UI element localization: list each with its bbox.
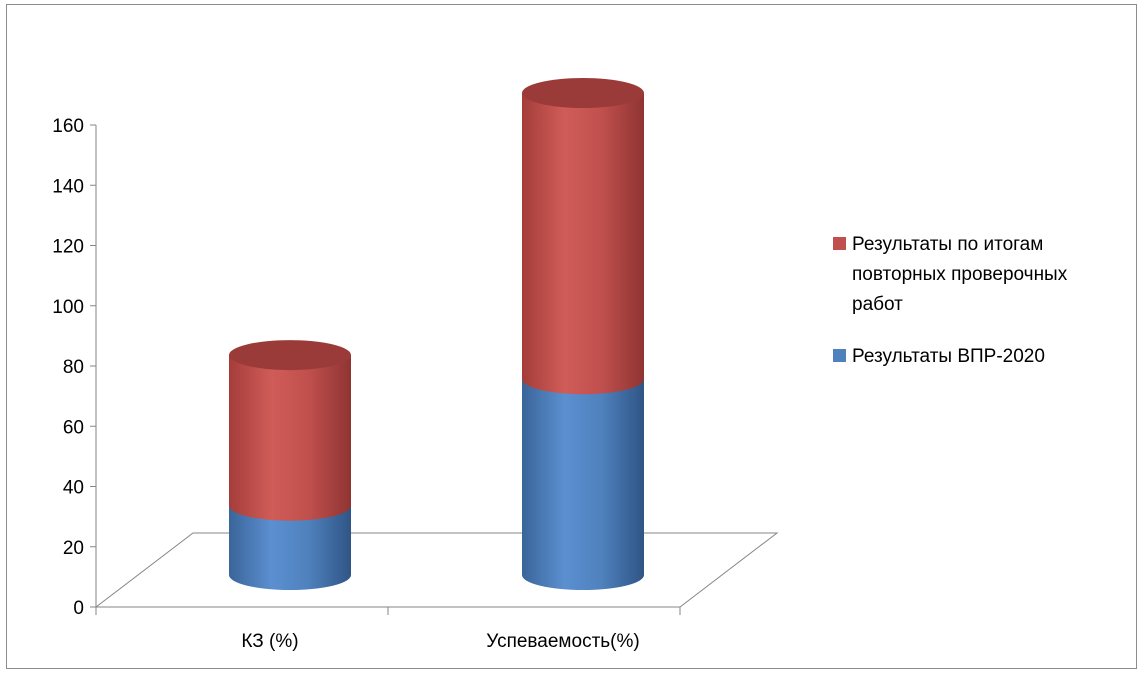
y-tick-label: 0 [73,598,84,619]
y-tick-label: 80 [63,357,84,378]
legend-label-0: Результаты по итогам [852,234,1043,255]
floor-plane [94,532,779,608]
x-category-label: КЗ (%) [241,631,298,652]
bar-top-cap-uspevaemost [522,78,644,108]
y-tick-label: 120 [52,237,84,258]
axes [90,124,681,615]
labels: 0 20 40 60 80 100 120 140 160 КЗ (%) Успеваемость(… [52,116,639,652]
legend-label-1: Результаты ВПР-2020 [852,346,1045,367]
legend: Результаты по итогам повторных проверочны… [833,234,1068,367]
bar-retest-uspevaemost [522,93,644,395]
floor-outline [94,532,779,608]
legend-label-0: работ [852,294,903,315]
y-tick-label: 60 [63,417,84,438]
bar-top-cap-kz [229,340,351,371]
bar-vpr-kz [229,505,351,590]
y-tick-label: 160 [52,116,84,137]
y-tick-label: 20 [63,538,84,559]
y-tick-label: 100 [52,297,84,318]
x-category-label: Успеваемость(%) [486,631,639,652]
y-tick-label: 40 [63,478,84,499]
bar-retest-kz [229,355,351,521]
y-tick-label: 140 [52,176,84,197]
chart-frame: 0 20 40 60 80 100 120 140 160 КЗ (%) Успеваемость(… [6,4,1137,669]
bar-vpr-uspevaemost [522,379,644,590]
legend-label-0: повторных проверочных [852,264,1068,285]
stacked-cylinder-chart: 0 20 40 60 80 100 120 140 160 КЗ (%) Успеваемость(… [52,78,1068,652]
bars [229,78,644,590]
legend-swatch-0 [833,237,846,250]
legend-swatch-1 [833,349,846,362]
